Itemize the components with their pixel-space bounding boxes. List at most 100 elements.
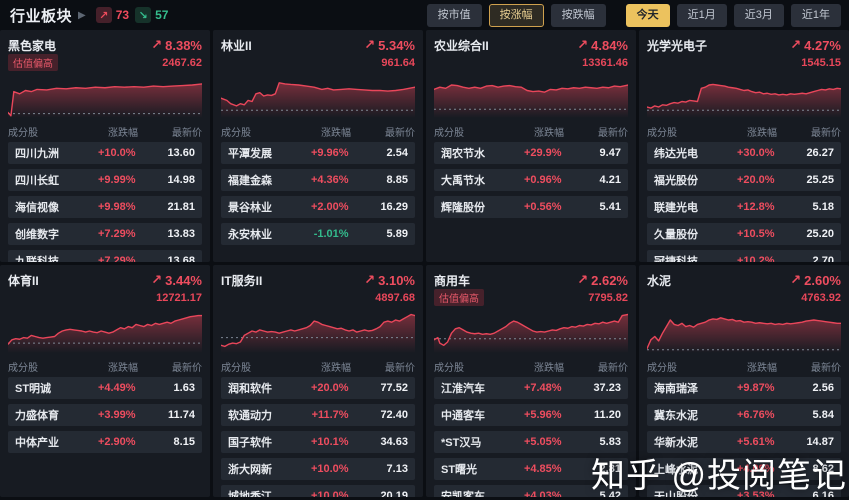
stock-row[interactable]: 天山股份 +3.53% 6.16 — [647, 485, 841, 497]
stock-change: +20.0% — [310, 382, 349, 394]
sector-index-value: 7795.82 — [588, 291, 628, 304]
stock-price: 25.25 — [806, 174, 834, 186]
stock-row[interactable]: 软通动力 +11.7% 72.40 — [221, 404, 415, 426]
stock-row[interactable]: 纬达光电 +30.0% 26.27 — [647, 142, 841, 164]
period-button-group: 今天 近1月 近3月 近1年 — [625, 3, 841, 27]
stock-row[interactable]: 冠捷科技 +10.2% 2.70 — [647, 250, 841, 262]
stock-row[interactable]: *ST汉马 +5.05% 5.83 — [434, 431, 628, 453]
stock-change: +9.87% — [736, 382, 775, 394]
sort-by-market-cap-button[interactable]: 按市值 — [426, 3, 482, 27]
period-1-month-button[interactable]: 近1月 — [676, 3, 727, 27]
stock-row[interactable]: 福建金森 +4.36% 8.85 — [221, 169, 415, 191]
stock-change: +9.98% — [97, 201, 136, 213]
stock-change: +10.0% — [97, 147, 136, 159]
stock-row[interactable]: 海南瑞泽 +9.87% 2.56 — [647, 377, 841, 399]
table-header: 成分股 涨跌幅 最新价 — [647, 123, 841, 139]
sort-by-loss-button[interactable]: 按跌幅 — [550, 3, 606, 27]
sparkline-area — [221, 314, 415, 353]
stock-row[interactable]: 中通客车 +5.96% 11.20 — [434, 404, 628, 426]
stock-row[interactable]: 江淮汽车 +7.48% 37.23 — [434, 377, 628, 399]
stock-row[interactable]: 久量股份 +10.5% 25.20 — [647, 223, 841, 245]
chevron-right-icon[interactable]: ▶ — [78, 9, 86, 21]
stock-price: 77.52 — [380, 382, 408, 394]
sector-card[interactable]: IT服务II ↗ 3.10% 4897.68 成分股 涨跌幅 最新价 润和软件 +… — [213, 265, 423, 497]
sparkline-line — [221, 83, 415, 106]
stock-row[interactable]: 华新水泥 +5.61% 14.87 — [647, 431, 841, 453]
valuation-badge: 估值偏高 — [434, 289, 484, 306]
stock-row[interactable]: 联建光电 +12.8% 5.18 — [647, 196, 841, 218]
stock-name: 平潭发展 — [228, 148, 272, 160]
advancers-count: ↗ 73 — [95, 7, 129, 23]
sort-button-group: 按市值 按涨幅 按跌幅 — [426, 3, 606, 27]
sector-change: ↗ 8.38% — [151, 37, 202, 53]
sparkline-chart — [8, 74, 202, 118]
stock-row[interactable]: 永安林业 -1.01% 5.89 — [221, 223, 415, 245]
stock-name: 润农节水 — [441, 148, 485, 160]
sector-change: ↗ 2.60% — [790, 272, 841, 288]
period-1-year-button[interactable]: 近1年 — [790, 3, 841, 27]
table-header-price: 最新价 — [810, 127, 841, 139]
table-header-price: 最新价 — [810, 362, 841, 374]
stock-row[interactable]: 平潭发展 +9.96% 2.54 — [221, 142, 415, 164]
sparkline-chart — [434, 74, 628, 118]
stock-row[interactable]: 大禹节水 +0.96% 4.21 — [434, 169, 628, 191]
stock-row[interactable]: ST明诚 +4.49% 1.63 — [8, 377, 202, 399]
stock-price: 13.60 — [167, 147, 195, 159]
stock-price: 14.98 — [167, 174, 195, 186]
stock-name: 海信视像 — [15, 202, 59, 214]
stock-name: 江淮汽车 — [441, 383, 485, 395]
sector-card[interactable]: 水泥 ↗ 2.60% 4763.92 成分股 涨跌幅 最新价 海南瑞泽 +9.87… — [639, 265, 849, 497]
sector-subheader: 13361.46 — [434, 55, 628, 70]
stock-row[interactable]: 九联科技 +7.29% 13.68 — [8, 250, 202, 262]
table-header-price: 最新价 — [171, 362, 202, 374]
sparkline-line — [8, 84, 202, 116]
sparkline-line — [434, 85, 628, 92]
stock-row[interactable]: 创维数字 +7.29% 13.83 — [8, 223, 202, 245]
sector-index-value: 2467.62 — [162, 56, 202, 69]
sector-card[interactable]: 农业综合II ↗ 4.84% 13361.46 成分股 涨跌幅 最新价 润农节水… — [426, 30, 636, 262]
stock-row[interactable]: 景谷林业 +2.00% 16.29 — [221, 196, 415, 218]
sector-card[interactable]: 光学光电子 ↗ 4.27% 1545.15 成分股 涨跌幅 最新价 纬达光电 +3… — [639, 30, 849, 262]
stock-row[interactable]: 国子软件 +10.1% 34.63 — [221, 431, 415, 453]
sector-card[interactable]: 林业II ↗ 5.34% 961.64 成分股 涨跌幅 最新价 平潭发展 +9.9… — [213, 30, 423, 262]
sector-index-value: 4763.92 — [801, 291, 841, 304]
sector-sparkline — [8, 309, 202, 353]
stock-name: 联建光电 — [654, 202, 698, 214]
stock-row[interactable]: 冀东水泥 +6.76% 5.84 — [647, 404, 841, 426]
sort-by-gain-button[interactable]: 按涨幅 — [488, 3, 544, 27]
stock-change: +2.00% — [310, 201, 349, 213]
stock-price: 5.41 — [599, 201, 621, 213]
sector-card[interactable]: 商用车 ↗ 2.62% 估值偏高 7795.82 成分股 涨跌幅 最新价 江淮汽… — [426, 265, 636, 497]
stock-row[interactable]: 四川长虹 +9.99% 14.98 — [8, 169, 202, 191]
stock-row[interactable]: 润和软件 +20.0% 77.52 — [221, 377, 415, 399]
sector-card[interactable]: 黑色家电 ↗ 8.38% 估值偏高 2467.62 成分股 涨跌幅 最新价 四川… — [0, 30, 210, 262]
stock-row[interactable]: 中体产业 +2.90% 8.15 — [8, 431, 202, 453]
period-today-button[interactable]: 今天 — [625, 3, 670, 27]
stock-row[interactable]: ST曙光 +4.85% 2.81 — [434, 458, 628, 480]
stock-row[interactable]: 安凯客车 +4.03% 5.42 — [434, 485, 628, 497]
stock-price: 20.19 — [380, 490, 408, 497]
sector-sparkline — [434, 74, 628, 118]
topbar: 行业板块 ▶ ↗ 73 ↘ 57 按市值 按涨幅 按跌幅 今天 近1月 近3月 近1年 — [0, 0, 849, 30]
stock-row[interactable]: 四川九洲 +10.0% 13.60 — [8, 142, 202, 164]
stock-row[interactable]: 城地香江 +10.0% 20.19 — [221, 485, 415, 497]
stock-change: -1.01% — [313, 228, 349, 240]
stock-row[interactable]: 力盛体育 +3.99% 11.74 — [8, 404, 202, 426]
sector-header: 农业综合II ↗ 4.84% — [434, 37, 628, 53]
stock-name: 创维数字 — [15, 229, 59, 241]
sector-card[interactable]: 体育II ↗ 3.44% 12721.17 成分股 涨跌幅 最新价 ST明诚 +4… — [0, 265, 210, 497]
stock-row[interactable]: 辉隆股份 +0.56% 5.41 — [434, 196, 628, 218]
sector-change-value: 2.60% — [804, 272, 841, 288]
stock-row[interactable]: 润农节水 +29.9% 9.47 — [434, 142, 628, 164]
stock-row[interactable]: 上峰水泥 +4.09% 8.62 — [647, 458, 841, 480]
valuation-badge: 估值偏高 — [8, 54, 58, 71]
period-3-months-button[interactable]: 近3月 — [733, 3, 784, 27]
table-header-name: 成分股 — [647, 362, 677, 374]
table-header-name: 成分股 — [221, 127, 251, 139]
stock-name: 永安林业 — [228, 229, 272, 241]
stock-row[interactable]: 海信视像 +9.98% 21.81 — [8, 196, 202, 218]
stock-name: 四川九洲 — [15, 148, 59, 160]
stock-row[interactable]: 浙大网新 +10.0% 7.13 — [221, 458, 415, 480]
stock-row[interactable]: 福光股份 +20.0% 25.25 — [647, 169, 841, 191]
sector-header: 黑色家电 ↗ 8.38% — [8, 37, 202, 53]
